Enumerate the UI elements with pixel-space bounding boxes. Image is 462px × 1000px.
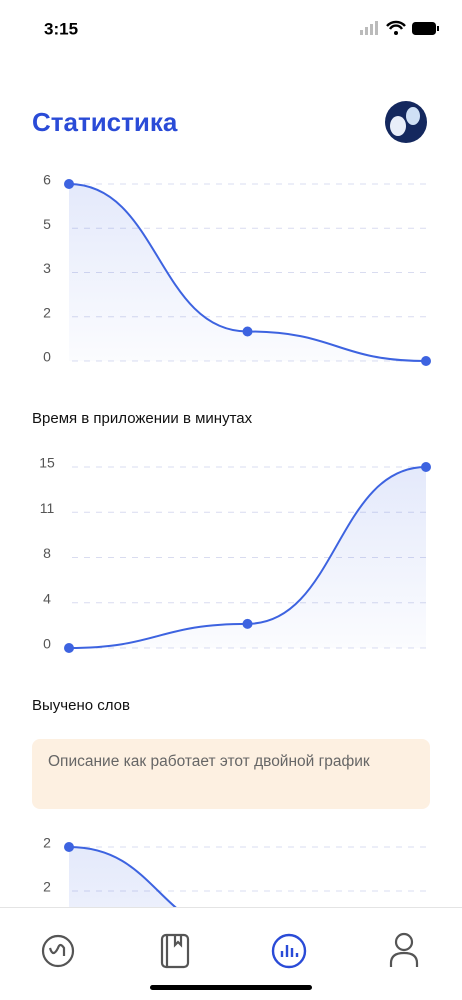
y-tick-label: 8 bbox=[43, 545, 51, 561]
point bbox=[242, 326, 253, 337]
point bbox=[242, 618, 253, 629]
tab-statistics[interactable] bbox=[271, 933, 307, 969]
status-time: 3:15 bbox=[44, 19, 78, 38]
tab-bar bbox=[0, 907, 462, 1000]
y-tick-label: 2 bbox=[43, 304, 51, 320]
point bbox=[421, 356, 431, 366]
y-tick-label: 11 bbox=[40, 500, 55, 516]
y-tick-label: 6 bbox=[43, 172, 51, 188]
y-tick-label: 2 bbox=[43, 879, 51, 895]
tab-dictionary[interactable] bbox=[160, 933, 190, 969]
note: Описание как работает этот двойной графи… bbox=[32, 739, 430, 809]
chart-caption: Время в приложении в минутах bbox=[32, 410, 253, 427]
y-tick-label: 5 bbox=[43, 216, 51, 232]
line bbox=[68, 466, 427, 649]
y-tick-label: 2 bbox=[43, 835, 51, 851]
y-tick-label: 0 bbox=[43, 349, 51, 365]
status-icons bbox=[360, 20, 439, 35]
area bbox=[69, 467, 426, 648]
y-tick-label: 15 bbox=[39, 455, 55, 471]
area bbox=[69, 184, 426, 361]
tab-home[interactable] bbox=[41, 934, 75, 968]
tab-icons bbox=[41, 932, 419, 990]
y-tick-label: 4 bbox=[43, 590, 51, 606]
y-tick-label: 0 bbox=[43, 636, 51, 652]
y-tick-label: 3 bbox=[43, 260, 51, 276]
page-title: Статистика bbox=[32, 107, 178, 137]
line bbox=[68, 183, 427, 362]
home-indicator bbox=[150, 985, 312, 990]
point bbox=[64, 643, 74, 653]
tab-profile[interactable] bbox=[389, 932, 419, 967]
avatar[interactable] bbox=[385, 101, 427, 143]
point bbox=[421, 462, 431, 472]
point bbox=[64, 179, 74, 189]
point bbox=[64, 842, 74, 852]
chart-caption: Выучено слов bbox=[32, 697, 130, 714]
